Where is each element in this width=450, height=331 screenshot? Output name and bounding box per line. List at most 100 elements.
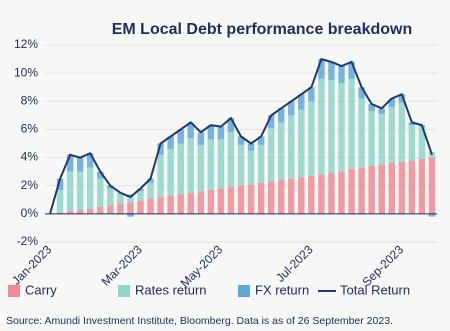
legend-item: Carry xyxy=(8,282,57,297)
bar-segment xyxy=(328,173,335,214)
bar-segment xyxy=(308,101,315,176)
bar-segment xyxy=(187,192,194,214)
y-tick-label: 10% xyxy=(14,65,38,79)
source-note: Source: Amundi Investment Institute, Blo… xyxy=(6,315,393,327)
bar-segment xyxy=(368,111,375,167)
bar-segment xyxy=(117,204,124,214)
bar-segment xyxy=(408,122,416,126)
bar-segment xyxy=(318,59,325,79)
bar-segment xyxy=(267,115,275,129)
bar-segment xyxy=(167,136,174,150)
bar-segment xyxy=(237,136,245,145)
bar-segment xyxy=(277,180,285,214)
bar-segment xyxy=(207,189,215,214)
bar-segment xyxy=(66,211,74,214)
y-tick-label: 0% xyxy=(21,206,39,220)
bar-segment xyxy=(388,106,395,164)
bar-segment xyxy=(197,144,205,192)
legend-swatch xyxy=(118,285,130,297)
bar-segment xyxy=(87,153,94,168)
bar-segment xyxy=(298,177,305,214)
bar-segment xyxy=(157,196,164,214)
y-tick-label: -2% xyxy=(17,234,39,248)
bar-segment xyxy=(187,137,194,193)
bar-segment xyxy=(107,188,114,206)
bar-segment xyxy=(418,126,426,159)
bar-segment xyxy=(257,136,265,145)
bar-segment xyxy=(56,212,64,214)
bar-segment xyxy=(197,191,205,214)
legend-label: FX return xyxy=(255,282,309,297)
bar-segment xyxy=(147,178,154,183)
bar-segment xyxy=(207,139,215,190)
bar-segment xyxy=(127,213,134,217)
legend-swatch xyxy=(8,285,20,297)
legend-label: Total Return xyxy=(340,282,410,297)
y-tick-label: 12% xyxy=(14,37,38,51)
bar-segment xyxy=(408,125,416,161)
bar-segment xyxy=(338,82,345,172)
bar-segment xyxy=(117,192,124,205)
bar-segment xyxy=(318,174,325,214)
bar-segment xyxy=(308,175,315,214)
legend-label: Carry xyxy=(25,282,57,297)
bar-segment xyxy=(56,178,64,190)
bar-segment xyxy=(76,171,84,210)
bar-segment xyxy=(177,129,184,144)
bar-segment xyxy=(247,184,255,214)
bar-segment xyxy=(328,80,335,174)
bar-segment xyxy=(398,102,406,162)
legend-label: Rates return xyxy=(135,282,207,297)
bar-segment xyxy=(368,104,375,112)
bar-segment xyxy=(277,108,285,123)
bar-segment xyxy=(137,201,144,214)
bar-segment xyxy=(147,198,154,214)
bar-segment xyxy=(107,205,114,214)
bar-segment xyxy=(217,126,225,140)
bar-segment xyxy=(388,163,395,214)
bar-segment xyxy=(348,168,355,214)
bar-segment xyxy=(358,167,365,214)
bar-segment xyxy=(227,132,235,188)
bar-segment xyxy=(428,213,436,217)
bar-segment xyxy=(247,143,255,151)
bar-segment xyxy=(298,94,305,110)
bar-segment xyxy=(277,122,285,181)
x-tick-label: Jan-2023 xyxy=(9,242,55,288)
x-tick-label: Jul-2023 xyxy=(273,242,316,285)
bar-segment xyxy=(257,144,265,183)
bar-segment xyxy=(127,202,134,214)
bar-segment xyxy=(368,166,375,214)
chart-title: EM Local Debt performance breakdown xyxy=(112,21,413,38)
total-return-line xyxy=(49,57,433,215)
bar-segment xyxy=(298,109,305,178)
bar-segment xyxy=(318,78,325,175)
bar-segment xyxy=(348,61,355,79)
bar-segment xyxy=(388,98,395,107)
bar-segment xyxy=(348,78,355,169)
bar-segment xyxy=(97,171,104,179)
bar-segment xyxy=(378,108,385,114)
bar-segment xyxy=(398,161,406,214)
bar-segment xyxy=(227,118,235,133)
bar-segment xyxy=(66,171,74,212)
bar-segment xyxy=(257,182,265,214)
bar-segment xyxy=(147,182,154,199)
bar-segment xyxy=(247,150,255,185)
legend-item: FX return xyxy=(238,282,309,297)
bar-segment xyxy=(288,178,295,214)
bar-segment xyxy=(378,113,385,165)
bar-segment xyxy=(76,209,84,214)
bar-segment xyxy=(66,154,74,172)
bar-segment xyxy=(267,128,275,182)
legend-item: Total Return xyxy=(318,282,410,297)
bar-segment xyxy=(378,164,385,214)
bar-segment xyxy=(56,189,64,213)
bar-segment xyxy=(237,185,245,214)
bar-segment xyxy=(137,191,144,202)
bar-segment xyxy=(197,132,205,145)
bar-segment xyxy=(428,157,436,214)
bar-segment xyxy=(87,208,94,214)
bar-segment xyxy=(418,158,426,214)
bar-segment xyxy=(157,143,164,155)
